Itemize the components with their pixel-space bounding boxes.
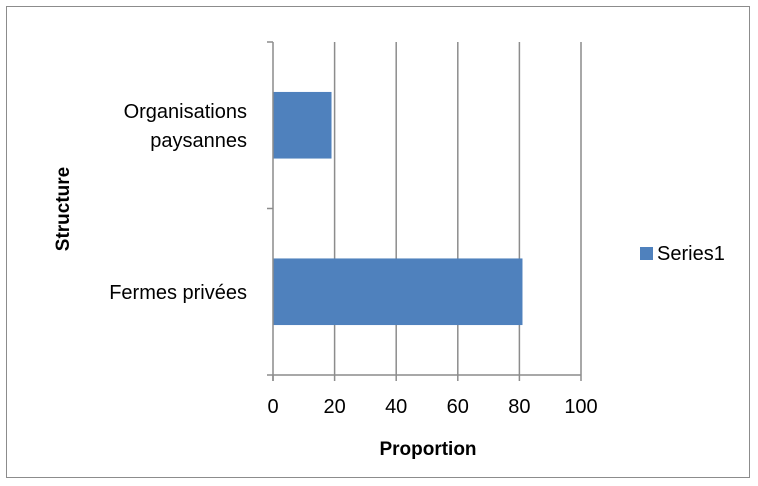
x-tick-label: 20 [323, 396, 345, 418]
x-tick-label: 40 [385, 396, 407, 418]
x-tick-label: 80 [508, 396, 530, 418]
category-label: paysannes [150, 130, 247, 152]
category-label: Fermes privées [109, 282, 247, 304]
x-tick-label: 100 [564, 396, 597, 418]
x-tick-label: 0 [267, 396, 278, 418]
x-tick-labels: 0 20 40 60 80 100 [267, 396, 597, 418]
x-axis-title: Proportion [379, 439, 476, 460]
bars [273, 91, 523, 326]
legend-swatch [640, 247, 653, 260]
bar [273, 91, 332, 159]
axes [267, 41, 582, 381]
legend-label: Series1 [657, 243, 725, 265]
x-tick-label: 60 [447, 396, 469, 418]
legend: Series1 [640, 243, 725, 265]
category-labels: Organisations paysannes Fermes privées [109, 101, 247, 304]
category-label: Organisations [124, 101, 247, 123]
y-axis-title: Structure [53, 167, 74, 251]
chart-frame [6, 6, 750, 478]
bar [273, 258, 523, 326]
